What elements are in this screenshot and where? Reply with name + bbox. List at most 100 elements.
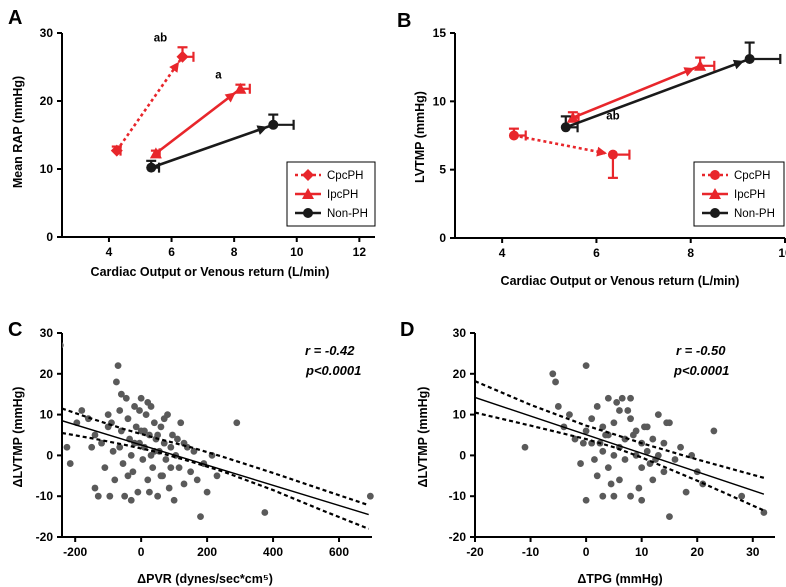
panel-d-ci-upper (475, 380, 765, 479)
panel-d-data-point (624, 407, 632, 414)
panel-c-data-point (121, 492, 129, 500)
panel-d-data-point (607, 480, 615, 488)
panel-c-data-point (129, 468, 137, 476)
panel-d-data-point (618, 394, 626, 402)
panel-c-y-tick-label: 10 (40, 408, 54, 422)
panel-a-x-tick-label: 12 (353, 245, 367, 259)
panel-d-data-point (552, 378, 559, 386)
panel-c-data-point (175, 464, 183, 472)
panel-c-data-point (136, 407, 143, 414)
panel-c-data-point (111, 476, 119, 484)
panel-a-legend-cpcph-label: CpcPH (327, 170, 363, 182)
panel-d-x-tick-label: -20 (466, 545, 484, 559)
panel-c-data-point (141, 427, 148, 435)
panel-c-data-point (174, 435, 181, 443)
panel-a-plot: 0 10 20 30 4 6 8 10 12 ab a CpcPH IpcPH Non-PH (40, 26, 376, 259)
panel-c-data-point (167, 464, 175, 472)
panel-d-y-tick-label: -20 (449, 530, 467, 544)
panel-b-y-tick-label: 5 (439, 163, 446, 177)
panel-b-ipcph-point (566, 111, 579, 123)
panel-d-data-point (613, 398, 621, 406)
panel-a-legend-nonph-marker (303, 208, 313, 218)
panel-d-data-point (610, 452, 618, 459)
panel-c-data-point (157, 472, 165, 480)
panel-c-data-point (119, 460, 127, 467)
panel-c-x-tick-label: -200 (63, 545, 87, 559)
panel-d-data-point (616, 476, 623, 484)
panel-c-data-point (160, 439, 168, 447)
panel-d-x-tick-label: 20 (691, 545, 705, 559)
panel-c-data-point (66, 460, 74, 467)
panel-d-data-point (621, 456, 629, 463)
panel-b-x-tick-label: 10 (778, 246, 786, 260)
panel-c-data-point (137, 394, 145, 402)
panel-d-ylabel: ΔLVTMP (mmHg) (416, 387, 430, 488)
panel-c-data-point (88, 443, 96, 451)
panel-d-data-point (643, 447, 651, 455)
panel-a-ipcph-point (149, 147, 162, 159)
panel-d-y-tick-label: 20 (453, 367, 467, 381)
panel-c-data-point (91, 431, 99, 439)
panel-c-data-point (139, 456, 147, 463)
panel-d-data-point (610, 492, 618, 500)
panel-b-legend-ipcph-marker (709, 188, 721, 199)
panel-b-xlabel: Cardiac Output or Venous return (L/min) (501, 274, 740, 288)
panel-c-data-point (109, 447, 117, 455)
panel-a-ipcph-arrowhead (224, 92, 236, 103)
panel-d-data-point (593, 472, 601, 480)
panel-a-x-tick-label: 6 (168, 245, 175, 259)
panel-c-y-tick-label: 0 (46, 448, 53, 462)
panel-a-legend-nonph-label: Non-PH (327, 208, 368, 220)
panel-a-legend-ipcph-label: IpcPH (327, 189, 358, 201)
panel-d-data-point (654, 411, 662, 418)
panel-d-data-point (638, 496, 646, 504)
panel-a-nonph-point (146, 162, 157, 173)
panel-a-cpcph-point (176, 50, 189, 63)
panel-b-cpcph-annotation: ab (606, 110, 619, 122)
panel-d-x-tick-label: -10 (522, 545, 540, 559)
panel-b-x-tick-label: 4 (499, 246, 506, 260)
panel-a-ylabel: Mean RAP (mmHg) (11, 76, 25, 188)
panel-c-data-point (187, 468, 195, 476)
panel-a-legend-cpcph-marker (302, 169, 314, 181)
panel-label-a: A (8, 7, 22, 29)
panel-d-data-point (582, 427, 590, 435)
panel-c-data-point (180, 480, 188, 488)
panel-b-y-tick-label: 15 (433, 26, 447, 40)
panel-d-x-tick-label: 10 (635, 545, 649, 559)
panel-d-data-point (629, 431, 637, 439)
panel-c-plot: -20 -10 0 10 20 30 -200 0 200 400 600 (36, 326, 374, 559)
panel-a-y-tick-label: 30 (40, 26, 54, 40)
panel-c-data-point (154, 431, 162, 439)
panel-d-data-point (677, 443, 684, 451)
panel-c-data-point (150, 419, 158, 427)
panel-c-data-layer (62, 342, 374, 530)
panel-d-y-tick-label: 0 (459, 448, 466, 462)
panel-label-d: D (400, 319, 414, 341)
panel-d-data-point (599, 447, 607, 455)
panel-d-xlabel: ΔTPG (mmHg) (577, 572, 662, 586)
panel-d-data-point (582, 362, 590, 370)
panel-c-data-point (116, 407, 124, 414)
panel-c-data-point (117, 390, 125, 398)
panel-d-data-point (641, 423, 648, 431)
panel-d-data-point (593, 403, 601, 410)
panel-d-data-point (688, 452, 696, 459)
panel-c-data-point (94, 492, 102, 500)
panel-b-legend-cpcph-label: CpcPH (734, 170, 770, 182)
panel-d-data-point (521, 443, 529, 451)
panel-d-data-point (604, 464, 612, 472)
panel-c-data-point (144, 398, 152, 406)
panel-d-y-tick-label: -10 (449, 489, 467, 503)
panel-d-x-tick-label: 0 (583, 545, 590, 559)
panel-d-p-value: p<0.0001 (673, 363, 729, 378)
panel-a-legend-ipcph-marker (302, 188, 314, 199)
panel-c-x-tick-label: 400 (263, 545, 283, 559)
panel-c-xlabel: ΔPVR (dynes/sec*cm⁵) (137, 572, 273, 586)
panel-d-x-tick-label: 30 (746, 545, 760, 559)
panel-b-nonph-point (744, 53, 755, 64)
panel-d-data-point (610, 419, 618, 427)
panel-c-data-point (124, 472, 132, 480)
panel-c-data-point (157, 423, 165, 431)
panel-c-data-point (213, 472, 221, 480)
